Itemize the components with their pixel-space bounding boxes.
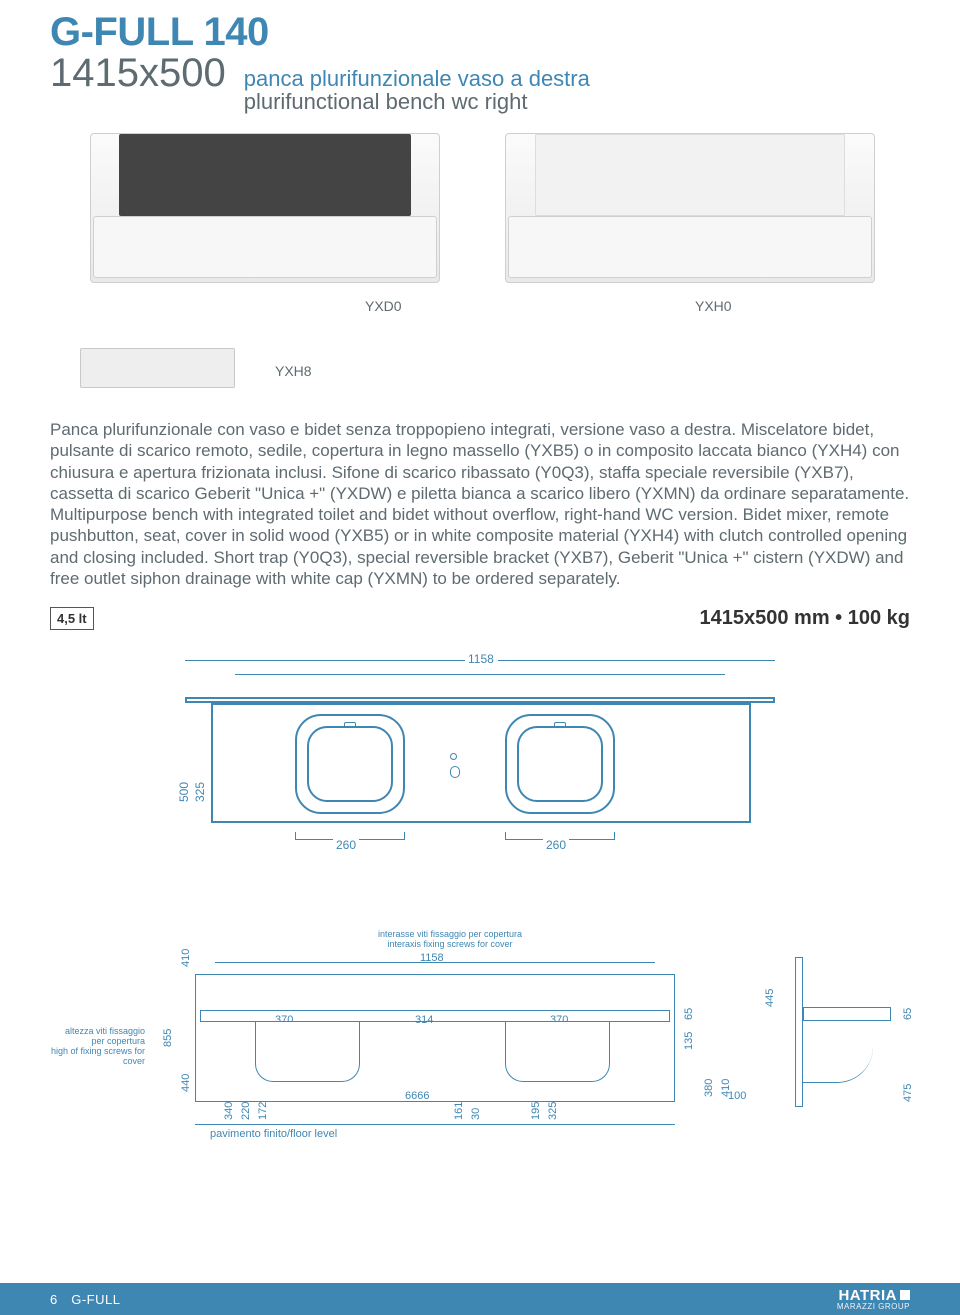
interaxis-note: interasse viti fissaggio per copertura i… [350, 930, 550, 950]
dim-1158: 1158 [465, 652, 497, 666]
footer-series: G-FULL [71, 1292, 120, 1307]
dim-30: 30 [470, 1108, 482, 1120]
dim-410: 410 [180, 949, 192, 967]
dim-855: 855 [162, 1029, 174, 1047]
title-dimensions: 1415x500 [50, 51, 226, 96]
code-yxd0: YXD0 [365, 298, 402, 314]
spec-row: 4,5 lt 1415x500 mm • 100 kg [50, 607, 910, 630]
dim-65-side: 65 [902, 1008, 914, 1020]
footer-page-number: 6 [50, 1292, 57, 1307]
bench-body-top [211, 703, 751, 823]
wc-front [505, 1022, 610, 1082]
dim-475: 475 [902, 1084, 914, 1102]
subtitle-italian: panca plurifunzionale vaso a destra [244, 67, 590, 90]
dim-445: 445 [764, 989, 776, 1007]
left-note: altezza viti fissaggio per copertura hig… [50, 1027, 145, 1067]
code-yxh8: YXH8 [275, 363, 312, 379]
diagram-front-view: altezza viti fissaggio per copertura hig… [50, 912, 910, 1152]
dim-195: 195 [530, 1102, 542, 1120]
product-description: Panca plurifunzionale con vaso e bidet s… [50, 419, 910, 589]
bidet-basin-outline [295, 714, 405, 814]
floor-label: pavimento finito/floor level [210, 1128, 337, 1140]
dim-325b: 325 [547, 1102, 559, 1120]
dim-172: 172 [257, 1102, 269, 1120]
side-wall [795, 957, 803, 1107]
dim-325: 325 [193, 782, 207, 802]
render-bench-dark [90, 133, 440, 283]
dim-135: 135 [683, 1032, 695, 1050]
dim-440: 440 [180, 1074, 192, 1092]
dim-380: 380 [703, 1079, 715, 1097]
page-footer: 6 G-FULL HATRIA MARAZZI GROUP [0, 1283, 960, 1315]
dim-161: 161 [453, 1102, 465, 1120]
dim-6666: 6666 [405, 1090, 429, 1102]
floor-line [195, 1124, 675, 1125]
diagram-top-view: 1415 1158 500 325 260 260 [115, 652, 845, 882]
dim-260b: 260 [543, 838, 569, 852]
product-renders: YXD0 YXH0 YXH8 [50, 123, 910, 413]
render-shelf [80, 348, 235, 388]
dim-100: 100 [728, 1090, 746, 1102]
title-main: G-FULL 140 [50, 10, 910, 55]
dim-65: 65 [683, 1008, 695, 1020]
dim-500: 500 [177, 782, 191, 802]
dim-1158-front: 1158 [420, 952, 444, 964]
render-bench-white [505, 133, 875, 283]
side-seat [803, 1007, 891, 1021]
title-row: 1415x500 panca plurifunzionale vaso a de… [50, 51, 910, 113]
dim-220: 220 [240, 1102, 252, 1120]
bench-front-top [200, 1010, 670, 1022]
flush-volume: 4,5 lt [50, 607, 94, 630]
bidet-front [255, 1022, 360, 1082]
side-bowl [803, 1021, 873, 1083]
dim-260a: 260 [333, 838, 359, 852]
center-holes [450, 747, 460, 784]
dimensions-weight: 1415x500 mm • 100 kg [700, 607, 911, 630]
wc-basin-outline [505, 714, 615, 814]
footer-brand: HATRIA MARAZZI GROUP [837, 1288, 910, 1311]
subtitle-block: panca plurifunzionale vaso a destra plur… [244, 67, 590, 113]
subtitle-english: plurifunctional bench wc right [244, 90, 590, 113]
dim-340: 340 [223, 1102, 235, 1120]
dim-314: 314 [415, 1014, 433, 1026]
brand-icon [900, 1290, 910, 1300]
code-yxh0: YXH0 [695, 298, 732, 314]
